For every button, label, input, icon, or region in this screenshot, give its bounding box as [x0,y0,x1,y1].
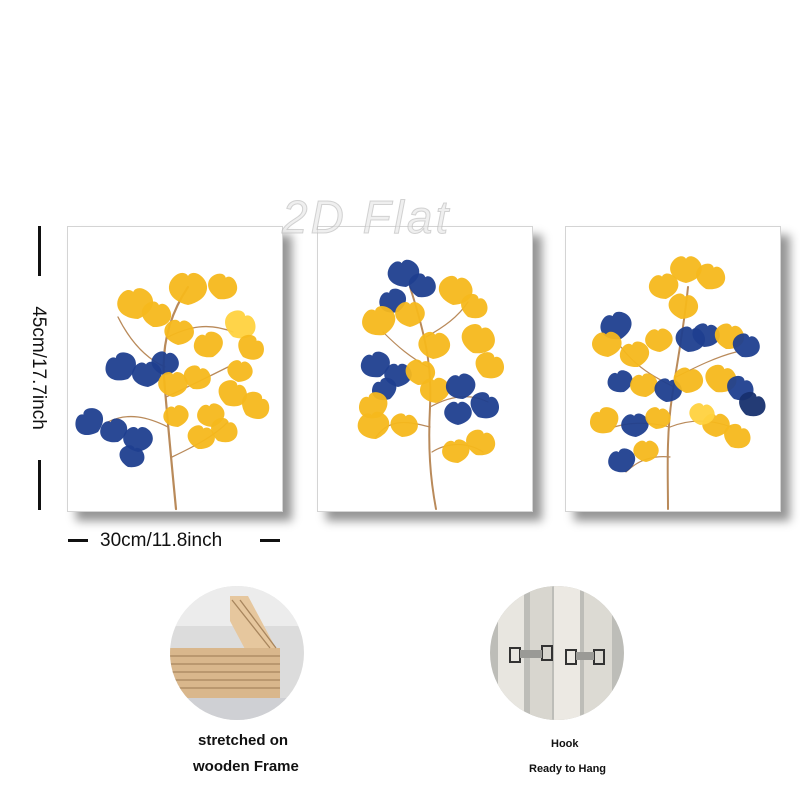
leaf-5 [225,310,256,339]
leaf-13 [607,370,633,393]
leaf-8 [418,331,451,359]
leaf-27 [689,403,715,425]
leaf-6 [193,331,223,358]
ginkgo-branch-artwork-2 [357,259,505,510]
leaf-20 [357,411,390,439]
leaf-10 [475,352,505,379]
leaf-9 [105,352,136,381]
height-dimension-line-top [38,226,41,276]
leaf-20 [589,407,619,434]
leaf-14 [218,380,248,407]
leaf-2 [408,273,436,298]
leaf-17 [470,392,500,419]
leaf-21 [621,413,649,437]
frame-caption-line1: stretched on [198,732,289,749]
leaf-2 [648,273,679,299]
leaf-1 [168,272,208,305]
leaf-7 [619,341,650,368]
ginkgo-branch-artwork-3 [589,256,766,510]
leaf-26 [724,423,751,449]
leaf-19 [358,392,388,419]
leaf-15 [654,378,682,402]
leaf-6 [362,305,396,336]
leaf-20 [119,445,145,468]
leaf-6 [592,331,622,357]
leaf-22 [645,407,671,429]
leaf-22 [466,429,496,456]
leaf-23 [608,448,636,473]
leaf-11 [151,351,179,375]
leaf-8 [164,319,194,345]
leaf-7 [395,302,425,327]
width-dimension-line-left [68,539,88,542]
leaf-24 [633,440,659,462]
width-dimension-line-right [260,539,280,542]
height-dimension-line-bottom [38,460,41,510]
leaf-12 [732,333,760,358]
hook-caption-line1: Hook [551,738,579,750]
leaf-16 [445,373,476,399]
leaf-1 [670,256,702,283]
leaf-18 [100,418,128,443]
hook-caption-line2: Ready to Hang [529,763,607,775]
leaf-14 [405,359,436,385]
leaf-2 [208,273,238,300]
canvas-print-3 [565,226,781,512]
leaf-14 [630,373,658,397]
leaf-22 [211,417,238,443]
leaf-16 [673,367,704,393]
leaf-24 [227,360,253,382]
leaf-4 [141,301,172,328]
hook-detail-photo [490,586,624,720]
leaf-19 [739,391,766,417]
height-dimension-label: 45cm/17.7inch [28,306,49,430]
wooden-frame-detail-photo [170,586,304,720]
leaf-5 [461,293,488,319]
leaf-8 [645,328,673,352]
leaf-11 [360,351,390,378]
leaf-12 [158,372,188,397]
leaf-15 [420,377,450,403]
leaf-3 [696,263,726,290]
width-dimension-label: 30cm/11.8inch [100,530,223,551]
leaf-23 [163,405,189,427]
canvas-print-2 [317,226,533,512]
height-dimension-marker [32,226,46,510]
leaf-7 [238,334,264,360]
leaf-17 [75,408,104,435]
canvas-print-1 [67,226,283,512]
leaf-18 [444,401,472,425]
frame-caption-line2: wooden Frame [193,758,299,775]
leaf-23 [442,439,470,463]
ginkgo-branch-artwork-1 [75,272,270,511]
leaf-21 [390,413,418,437]
leaf-4 [668,293,699,319]
leaf-10 [692,323,720,347]
leaf-9 [461,323,495,354]
leaf-15 [242,391,270,419]
leaf-21 [187,425,215,450]
leaf-13 [183,365,211,390]
width-dimension-marker [64,528,284,550]
